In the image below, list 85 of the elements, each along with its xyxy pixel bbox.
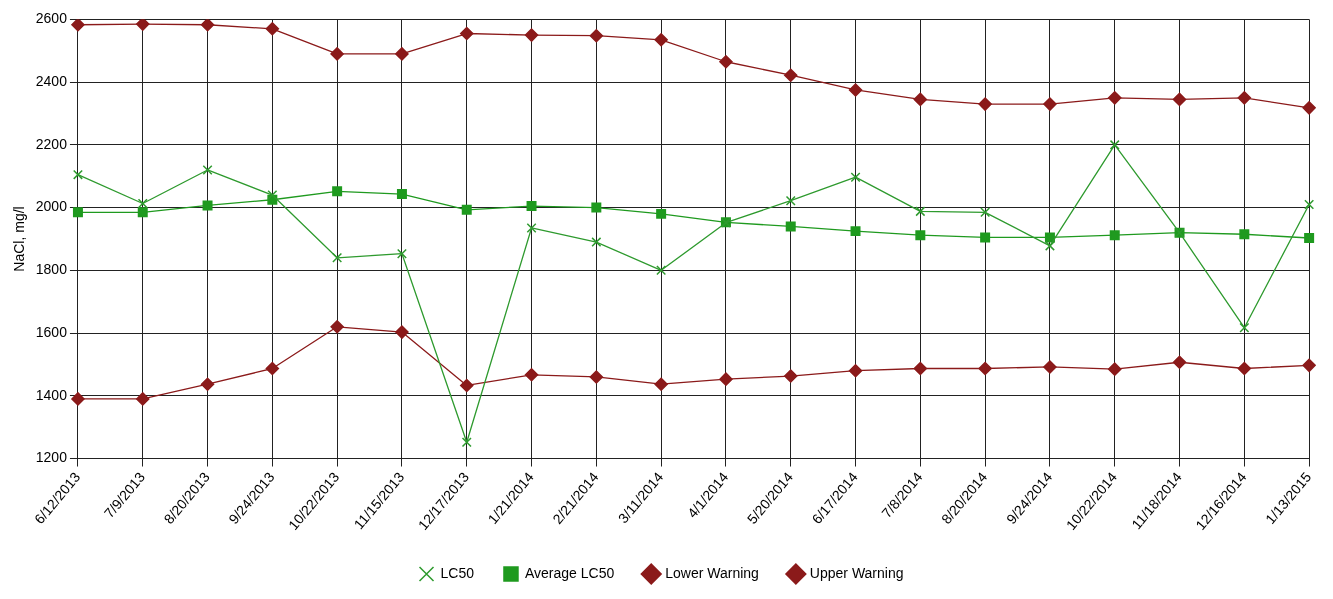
legend-label: Average LC50 [524,564,615,581]
point [589,370,604,384]
y-tick-label: 1400 [35,386,68,403]
point [1107,362,1122,376]
point [1302,101,1316,115]
point [915,206,926,217]
point [591,237,602,248]
point [1043,97,1057,111]
point [135,19,150,31]
point [396,248,407,259]
point [1043,360,1057,374]
point [656,208,667,219]
point [980,232,991,243]
point [526,201,537,212]
point [332,186,343,197]
point [396,189,407,200]
point [1239,322,1250,333]
point [719,54,733,69]
point [848,83,863,97]
point [1304,199,1315,210]
point [785,221,796,232]
point [524,368,539,382]
legend-label: LC50 [440,564,475,581]
point [459,378,474,393]
point [200,19,215,32]
point [783,369,798,383]
point [137,198,148,209]
y-tick-label: 2400 [35,72,68,89]
point [202,164,213,175]
point [1044,240,1055,251]
point [1107,91,1122,105]
point [330,47,344,61]
point [654,377,668,391]
y-tick-label: 1200 [35,449,68,466]
point [978,361,992,376]
point [524,28,539,42]
point [135,392,150,406]
point [848,363,863,378]
point [1109,139,1120,150]
point [654,33,668,47]
point [1044,232,1055,243]
point [461,204,472,215]
point [395,47,409,61]
point [200,377,215,391]
point [265,22,280,36]
legend-label: Upper Warning [809,564,904,581]
point [330,320,344,334]
point [267,190,278,201]
point [1239,229,1250,240]
point [1237,91,1252,105]
point [719,372,733,386]
point [850,226,861,237]
point [913,361,928,376]
point [1109,230,1120,241]
point [783,68,798,82]
point [785,195,796,206]
point [1302,358,1316,373]
point [850,172,861,183]
point [1172,92,1187,107]
legend-label: Lower Warning [665,564,759,581]
point [656,265,667,276]
point [589,28,604,43]
point [137,207,148,218]
point [980,207,991,218]
y-tick-label: 2200 [35,135,68,152]
y-tick-label: 1800 [35,261,68,278]
point [395,325,409,339]
point [1304,233,1315,244]
point [332,252,343,263]
point [1172,355,1187,369]
point [72,169,83,180]
y-tick-label: 2600 [35,10,68,27]
point [915,230,926,241]
y-tick-label: 1600 [35,323,68,340]
point [459,26,474,41]
point [1237,361,1252,376]
point [978,97,992,111]
point [202,200,213,211]
y-tick-label: 2000 [35,198,68,215]
point [461,437,472,448]
y-axis-title: NaCl, mg/l [11,206,28,272]
point [913,92,928,107]
point [526,222,537,233]
point [265,361,280,376]
point [591,202,602,213]
